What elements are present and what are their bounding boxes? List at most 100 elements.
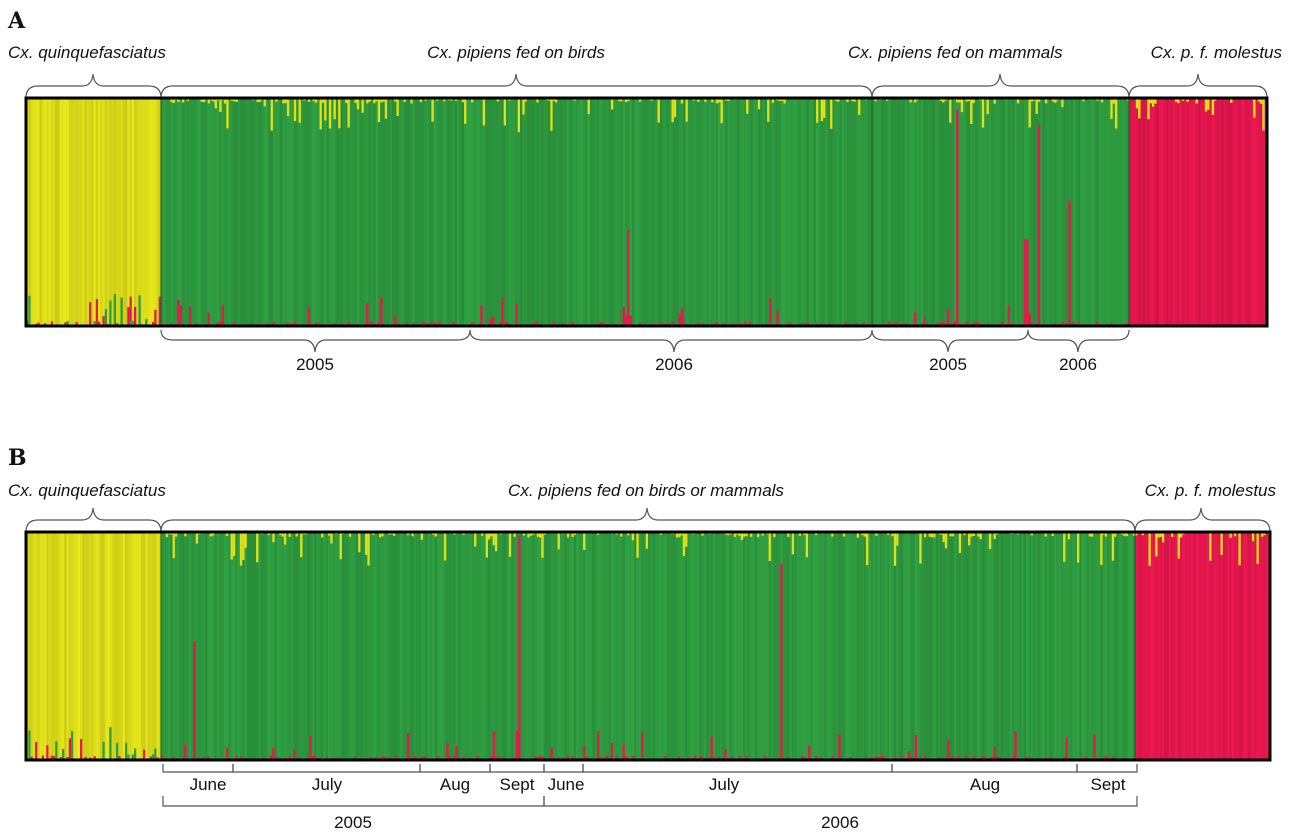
bar-cluster_2 (492, 98, 495, 326)
bar-cluster_3 (1195, 98, 1199, 326)
bar-cluster_2 (1074, 532, 1078, 760)
bar-segment-cluster-1 (225, 532, 229, 536)
bar-cluster_1 (102, 98, 106, 326)
bar-cluster_2 (874, 98, 878, 326)
bar-cluster_2 (202, 98, 206, 326)
bar-segment-cluster-1 (522, 532, 526, 536)
bar-cluster_2 (1030, 532, 1034, 760)
bar-segment-cluster-1 (874, 98, 878, 102)
bar-cluster_2 (1104, 532, 1108, 760)
bar-segment-cluster-2 (138, 295, 142, 326)
bar-segment-cluster-2 (28, 295, 31, 326)
bar-cluster_2 (1082, 98, 1086, 326)
bar-cluster_2 (212, 532, 215, 760)
bar-segment-cluster-1 (324, 98, 327, 121)
bar-cluster_2 (998, 532, 1001, 760)
bar-segment-cluster-3 (539, 755, 542, 760)
bar-cluster_3 (1222, 532, 1226, 760)
bar-segment-cluster-3 (225, 747, 229, 760)
bar-cluster_2 (181, 532, 185, 760)
bar-cluster_2 (831, 532, 834, 760)
bar-cluster_1 (158, 98, 162, 326)
bar-cluster_2 (485, 98, 488, 326)
bar-segment-cluster-1 (986, 98, 990, 115)
bar-cluster_2 (783, 98, 787, 326)
bar-cluster_2 (847, 532, 851, 760)
bar-cluster_1 (77, 532, 81, 760)
bar-cluster_2 (858, 98, 861, 326)
bar-cluster_2 (497, 532, 500, 760)
bar-cluster_2 (344, 532, 347, 760)
bar-segment-cluster-1 (492, 532, 496, 546)
bar-cluster_2 (958, 98, 962, 326)
bar-cluster_1 (107, 98, 110, 326)
bar-cluster_2 (193, 98, 197, 326)
bar-cluster_1 (48, 532, 52, 760)
bar-cluster_2 (446, 532, 449, 760)
bar-cluster_2 (398, 98, 402, 326)
bar-cluster_2 (993, 98, 997, 326)
bar-segment-cluster-1 (258, 98, 262, 102)
bracket-b-2005-july (232, 764, 421, 773)
bar-cluster_2 (923, 532, 927, 760)
bar-segment-cluster-3 (272, 747, 276, 760)
bar-cluster_2 (1119, 98, 1123, 326)
bar-segment-cluster-1 (1114, 98, 1118, 129)
bar-segment-cluster-1 (557, 532, 561, 550)
bar-cluster_1 (100, 532, 103, 760)
bar-cluster_2 (968, 532, 971, 760)
bar-cluster_2 (354, 98, 358, 326)
bar-cluster_2 (314, 98, 318, 326)
bar-cluster_2 (673, 98, 677, 326)
bar-cluster_2 (1021, 98, 1025, 326)
bar-cluster_2 (685, 98, 689, 326)
bar-cluster_1 (46, 532, 49, 760)
bar-cluster_2 (935, 98, 938, 326)
panel-a-frame (24, 96, 1269, 328)
bar-segment-cluster-2 (134, 748, 137, 760)
bar-cluster_2 (352, 98, 355, 326)
bar-cluster_2 (326, 98, 330, 326)
bar-cluster_1 (102, 532, 106, 760)
bar-cluster_3 (1250, 98, 1254, 326)
bar-segment-cluster-3 (207, 312, 211, 326)
bar-cluster_2 (218, 532, 222, 760)
bar-cluster_2 (460, 532, 463, 760)
bar-cluster_2 (856, 532, 860, 760)
bar-cluster_2 (391, 98, 395, 326)
bar-cluster_2 (942, 98, 945, 326)
bar-cluster_2 (1109, 532, 1113, 760)
bar-cluster_2 (949, 532, 953, 760)
bar-segment-cluster-1 (1114, 532, 1117, 537)
bar-cluster_1 (154, 98, 157, 326)
bar-cluster_2 (288, 532, 292, 760)
bar-segment-cluster-3 (388, 756, 391, 760)
bar-segment-cluster-3 (297, 756, 301, 760)
bar-cluster_3 (1255, 98, 1259, 326)
bar-cluster_2 (585, 98, 588, 326)
bar-cluster_2 (291, 98, 295, 326)
bar-cluster_1 (35, 532, 38, 760)
bar-cluster_2 (706, 98, 710, 326)
bar-cluster_2 (770, 532, 774, 760)
bar-cluster_2 (575, 98, 579, 326)
bracket-b-2005-june (162, 764, 234, 773)
bar-cluster_2 (524, 98, 528, 326)
bar-cluster_2 (914, 532, 918, 760)
bar-cluster_2 (888, 98, 892, 326)
bar-cluster_2 (760, 98, 763, 326)
bar-segment-cluster-3 (429, 322, 432, 326)
bar-cluster_1 (64, 98, 67, 326)
bar-cluster_2 (281, 532, 285, 760)
bar-segment-cluster-1 (805, 532, 809, 558)
bar-segment-cluster-1 (1252, 532, 1255, 542)
bar-segment-cluster-3 (683, 322, 686, 326)
bar-segment-cluster-3 (325, 756, 329, 760)
bar-cluster_2 (1044, 532, 1048, 760)
bar-segment-cluster-3 (533, 322, 537, 326)
panel-b-year-brackets (162, 796, 1138, 807)
bar-cluster_2 (469, 532, 473, 760)
bar-cluster_2 (1012, 98, 1015, 326)
bar-cluster_2 (727, 98, 731, 326)
bar-cluster_2 (974, 98, 978, 326)
